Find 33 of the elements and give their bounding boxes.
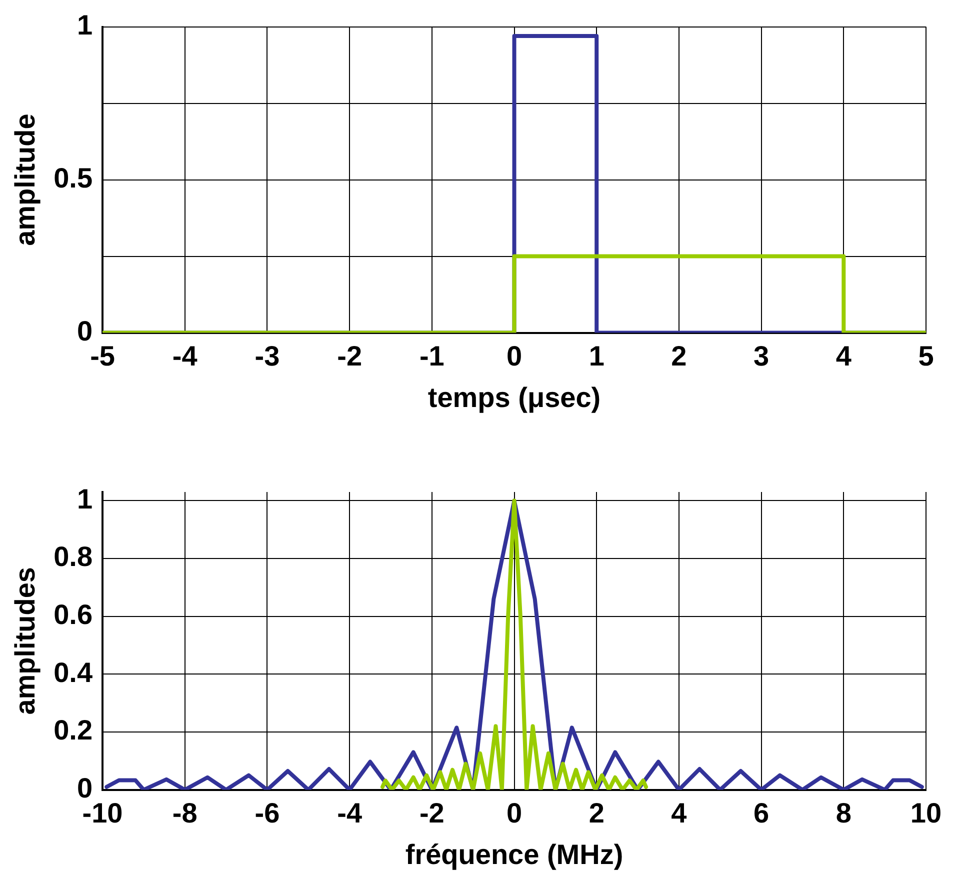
x-tick-label: -2 [419, 797, 444, 828]
x-tick-label: 5 [918, 340, 934, 372]
y-tick-label: 0.6 [54, 599, 93, 630]
y-tick-label: 1 [76, 10, 93, 41]
y-tick-label: 0.2 [54, 714, 93, 746]
x-tick-label: -2 [337, 340, 362, 372]
x-tick-label: 4 [836, 340, 852, 372]
y-tick-label: 1 [76, 483, 93, 514]
x-tick-label: -1 [419, 340, 444, 372]
x-tick-label: 3 [754, 340, 770, 372]
x-tick-label: -5 [90, 340, 115, 372]
x-tick-label: 4 [671, 797, 688, 828]
x-axis-title: temps (μsec) [428, 382, 601, 413]
x-tick-label: -3 [254, 340, 280, 372]
x-tick-label: 1 [588, 340, 604, 372]
x-tick-label: -4 [172, 340, 198, 372]
y-tick-label: 0.4 [54, 656, 93, 688]
x-tick-label: -8 [172, 797, 198, 828]
x-tick-label: 6 [754, 797, 770, 828]
x-tick-label: -4 [337, 797, 362, 828]
y-axis-title: amplitude [10, 114, 41, 246]
y-axis-title: amplitudes [10, 566, 41, 715]
x-tick-label: 8 [836, 797, 852, 828]
x-tick-label: -6 [254, 797, 280, 828]
x-tick-label: 10 [910, 797, 942, 828]
x-axis-title: fréquence (MHz) [405, 838, 624, 870]
y-tick-label: 0 [76, 316, 93, 347]
y-tick-label: 0.8 [54, 541, 93, 572]
x-tick-label: 2 [588, 797, 604, 828]
x-tick-label: 0 [506, 797, 522, 828]
y-tick-label: 0.5 [54, 162, 93, 194]
x-tick-label: 2 [671, 340, 687, 372]
x-tick-label: 0 [506, 340, 522, 372]
